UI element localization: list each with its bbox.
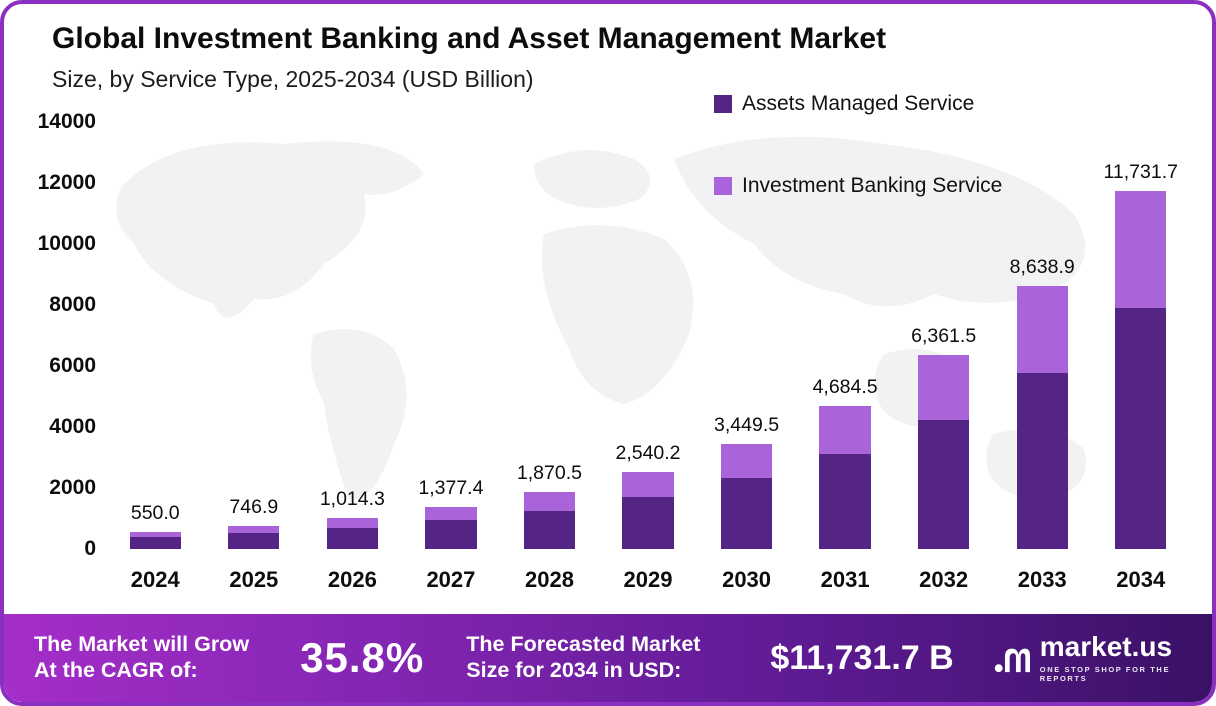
y-tick-label: 2000 [49, 476, 96, 499]
chart-legend: Assets Managed Service Investment Bankin… [714, 92, 1002, 256]
y-tick-label: 12000 [37, 171, 96, 194]
x-axis-label: 2034 [1116, 567, 1166, 592]
bar-columns: 550.0 746.9 1,014.3 1,377.4 1,870.5 2,540.2 3,… [106, 122, 1190, 549]
legend-item-assets-managed: Assets Managed Service [714, 92, 1002, 116]
bar-segment-assets-managed [1115, 308, 1167, 549]
legend-label: Assets Managed Service [742, 92, 975, 115]
bar-segment-investment-banking [720, 443, 773, 479]
bar-total-label: 746.9 [229, 496, 279, 519]
x-axis-label: 2030 [722, 567, 772, 592]
bar-total-label: 4,684.5 [812, 376, 878, 399]
bar-total-label: 3,449.5 [714, 413, 780, 436]
bar-segment-assets-managed [819, 453, 871, 549]
cagr-label: The Market will Grow At the CAGR of: [34, 632, 250, 682]
bar-segment-investment-banking [425, 507, 477, 521]
bar-chart: 0 2000 4000 6000 8000 10000 12000 14000 550.0 74… [34, 110, 1200, 604]
legend-item-investment-banking: Investment Banking Service [714, 174, 1002, 198]
bar-segment-investment-banking [918, 355, 970, 420]
x-axis-label: 2027 [426, 567, 476, 592]
bar-stack [326, 518, 378, 549]
bar-segment-investment-banking [228, 526, 280, 534]
cagr-value: 35.8% [300, 634, 425, 681]
bar-column: 11,731.7 [1091, 122, 1190, 549]
y-tick-label: 6000 [49, 354, 96, 377]
bar-segment-assets-managed [720, 478, 773, 549]
bar-segment-assets-managed [326, 527, 378, 549]
footer-banner: The Market will Grow At the CAGR of: 35.… [4, 614, 1212, 702]
y-tick-label: 10000 [37, 232, 96, 255]
marketus-logo-icon [994, 648, 1030, 673]
bar-stack [1115, 191, 1167, 549]
y-tick-label: 14000 [37, 110, 96, 133]
bar-segment-investment-banking [326, 518, 378, 528]
bar-segment-investment-banking [622, 471, 674, 498]
y-axis: 0 2000 4000 6000 8000 10000 12000 14000 [34, 110, 96, 560]
bar-segment-investment-banking [1016, 285, 1068, 374]
bar-column: 6,361.5 [894, 122, 993, 549]
bar-column: 550.0 [106, 122, 205, 549]
bar-total-label: 8,638.9 [1009, 255, 1075, 278]
x-axis-label: 2028 [524, 567, 574, 592]
bar-segment-assets-managed [129, 537, 181, 549]
bar-segment-assets-managed [918, 420, 970, 549]
bar-segment-assets-managed [523, 510, 576, 549]
y-tick-label: 4000 [49, 415, 96, 438]
plot-area: 550.0 746.9 1,014.3 1,377.4 1,870.5 2,540.2 3,… [106, 122, 1190, 549]
bar-column: 1,377.4 [402, 122, 501, 549]
bar-segment-assets-managed [228, 533, 280, 549]
bar-stack [622, 471, 674, 549]
x-axis-label: 2026 [327, 567, 377, 592]
bar-column: 746.9 [205, 122, 304, 549]
forecast-value: $11,731.7 B [770, 638, 954, 677]
bar-column: 1,870.5 [500, 122, 599, 549]
legend-label: Investment Banking Service [742, 174, 1003, 197]
bar-segment-assets-managed [622, 497, 674, 549]
bar-column: 3,449.5 [697, 122, 796, 549]
x-axis-label: 2032 [919, 567, 969, 592]
bar-stack [918, 355, 970, 549]
forecast-label: The Forecasted Market Size for 2034 in U… [466, 632, 701, 682]
bar-total-label: 11,731.7 [1103, 161, 1178, 184]
x-axis-label: 2025 [229, 567, 279, 592]
marketus-brand: market.us ONE STOP SHOP FOR THE REPORTS [994, 633, 1182, 683]
legend-swatch-investment-banking-icon [714, 177, 732, 195]
bar-segment-investment-banking [129, 532, 181, 538]
bar-total-label: 1,870.5 [516, 461, 582, 484]
bar-segment-investment-banking [1115, 191, 1167, 309]
bar-segment-assets-managed [1016, 373, 1068, 549]
bar-stack [228, 526, 280, 549]
bar-column: 1,014.3 [303, 122, 402, 549]
bar-stack [129, 532, 181, 549]
bar-stack [1016, 285, 1068, 549]
bar-column: 4,684.5 [796, 122, 895, 549]
brand-name: market.us [1039, 631, 1173, 662]
bar-segment-assets-managed [425, 520, 477, 549]
brand-tagline: ONE STOP SHOP FOR THE REPORTS [1039, 665, 1171, 683]
bar-stack [425, 507, 477, 549]
bar-stack [720, 443, 773, 549]
bar-total-label: 1,014.3 [319, 488, 385, 511]
bar-total-label: 550.0 [130, 502, 180, 525]
legend-swatch-assets-managed-icon [714, 95, 732, 113]
x-axis-label: 2033 [1017, 567, 1067, 592]
bar-column: 2,540.2 [599, 122, 698, 549]
bar-segment-investment-banking [819, 406, 871, 454]
chart-subtitle: Size, by Service Type, 2025-2034 (USD Bi… [52, 66, 534, 92]
bar-stack [819, 406, 871, 549]
x-axis-label: 2029 [623, 567, 673, 592]
chart-title: Global Investment Banking and Asset Mana… [52, 22, 887, 55]
bar-column: 8,638.9 [993, 122, 1092, 549]
y-tick-label: 0 [84, 537, 96, 560]
x-axis-label: 2031 [820, 567, 870, 592]
bar-total-label: 2,540.2 [615, 441, 681, 464]
x-axis: 2024 2025 2026 2027 2028 2029 2030 2031 2032 2033… [106, 567, 1190, 593]
bar-segment-investment-banking [523, 491, 576, 511]
bar-stack [523, 491, 576, 549]
y-tick-label: 8000 [49, 293, 96, 316]
bar-total-label: 1,377.4 [418, 477, 484, 499]
x-axis-label: 2024 [130, 567, 180, 592]
bar-total-label: 6,361.5 [911, 325, 977, 347]
